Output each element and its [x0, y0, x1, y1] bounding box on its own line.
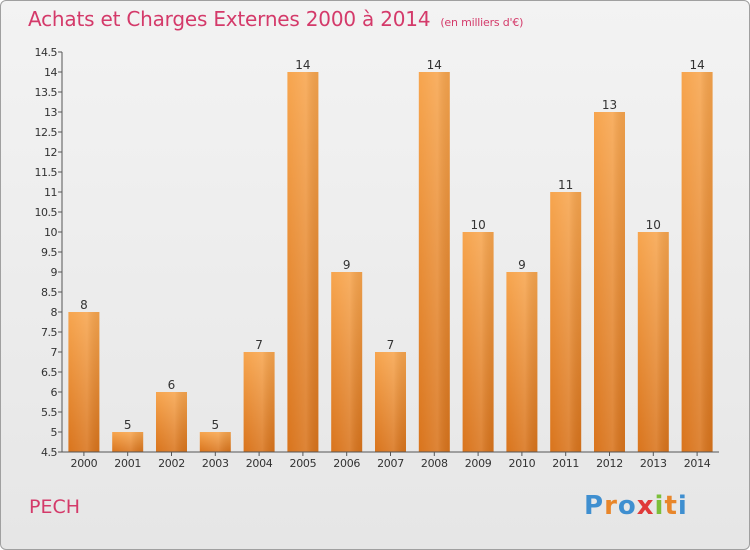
bar-shade-2007: [375, 352, 406, 452]
data-label: 7: [255, 338, 263, 352]
y-tick-label: 8.5: [41, 286, 57, 299]
commune-name: PECH: [29, 496, 81, 518]
x-tick-label: 2013: [640, 457, 667, 470]
y-tick-label: 11.5: [35, 166, 58, 179]
x-tick-label: 2002: [158, 457, 185, 470]
logo-letter: i: [654, 491, 665, 521]
unit-note: (en milliers d'€): [440, 16, 524, 29]
data-label: 5: [211, 418, 219, 432]
data-label: 10: [646, 218, 661, 232]
y-tick-label: 11: [44, 186, 57, 199]
bar-shade-2006: [331, 272, 363, 452]
bar-shade-2014: [681, 72, 713, 452]
y-tick-label: 14: [44, 66, 57, 79]
x-tick-label: 2003: [202, 457, 229, 470]
bar-shade-2012: [594, 112, 625, 452]
bar-shade-2003: [199, 432, 231, 452]
y-tick-label: 5: [51, 426, 58, 439]
logo-letter: i: [677, 491, 688, 521]
bar-shade-2001: [112, 432, 144, 452]
data-label: 13: [602, 98, 617, 112]
bar-shade-2005: [287, 72, 319, 452]
proxiti-logo: Proxiti: [584, 491, 688, 521]
bar-shade-2010: [506, 272, 538, 452]
y-tick-label: 7.5: [41, 326, 57, 339]
bar-shade-2013: [637, 232, 669, 452]
data-label: 14: [689, 58, 704, 72]
data-label: 8: [80, 298, 88, 312]
y-tick-label: 12.5: [35, 126, 58, 139]
y-tick-label: 13: [44, 106, 57, 119]
y-tick-label: 7: [51, 346, 58, 359]
data-label: 5: [124, 418, 132, 432]
data-label: 10: [470, 218, 485, 232]
logo-letter: x: [636, 491, 655, 521]
x-tick-label: 2009: [465, 457, 492, 470]
data-label: 11: [558, 178, 573, 192]
x-tick-label: 2012: [596, 457, 623, 470]
chart-title: Achats et Charges Externes 2000 à 2014 (e…: [28, 7, 523, 31]
y-tick-label: 6: [51, 386, 58, 399]
y-tick-label: 10: [44, 226, 57, 239]
logo-letter: r: [604, 491, 618, 521]
x-tick-label: 2005: [290, 457, 317, 470]
x-tick-label: 2008: [421, 457, 448, 470]
x-tick-label: 2011: [552, 457, 579, 470]
bar-shade-2002: [156, 392, 187, 452]
x-tick-label: 2001: [114, 457, 141, 470]
x-tick-label: 2006: [333, 457, 360, 470]
y-tick-label: 5.5: [41, 406, 57, 419]
y-axis: 4.5 5 5.5 6 6.5 7 7.5 8 8.5 9 9.5 10 10.5 11 11.5 12 12.…: [35, 46, 63, 459]
x-tick-label: 2004: [246, 457, 273, 470]
bar-shade-2009: [462, 232, 494, 452]
x-tick-label: 2000: [71, 457, 98, 470]
title-text: Achats et Charges Externes 2000 à 2014: [28, 7, 431, 31]
bars-group: 8 5 6 5 7 14 9 7 14 10 9 11 13 10 14: [68, 58, 713, 452]
logo-letter: P: [584, 491, 605, 521]
logo-letter: t: [664, 491, 678, 521]
x-tick-label: 2010: [509, 457, 536, 470]
y-tick-label: 12: [44, 146, 57, 159]
logo-letter: o: [617, 491, 637, 521]
data-label: 14: [427, 58, 442, 72]
data-label: 6: [168, 378, 176, 392]
y-tick-label: 6.5: [41, 366, 57, 379]
y-tick-label: 13.5: [35, 86, 58, 99]
data-label: 9: [343, 258, 351, 272]
bar-shade-2008: [418, 72, 450, 452]
y-tick-label: 10.5: [35, 206, 58, 219]
bar-shade-2000: [68, 312, 100, 452]
y-tick-label: 9.5: [41, 246, 57, 259]
y-tick-label: 8: [51, 306, 58, 319]
bar-shade-2011: [550, 192, 582, 452]
data-label: 7: [387, 338, 395, 352]
y-tick-label: 4.5: [41, 446, 57, 459]
bar-shade-2004: [243, 352, 275, 452]
x-tick-label: 2007: [377, 457, 404, 470]
data-label: 14: [295, 58, 310, 72]
y-tick-label: 9: [51, 266, 58, 279]
data-label: 9: [518, 258, 526, 272]
x-tick-label: 2014: [684, 457, 711, 470]
y-tick-label: 14.5: [35, 46, 58, 59]
x-axis: 2000 2001 2002 2003 2004 2005 2006 2007 2008 2009…: [62, 451, 719, 470]
